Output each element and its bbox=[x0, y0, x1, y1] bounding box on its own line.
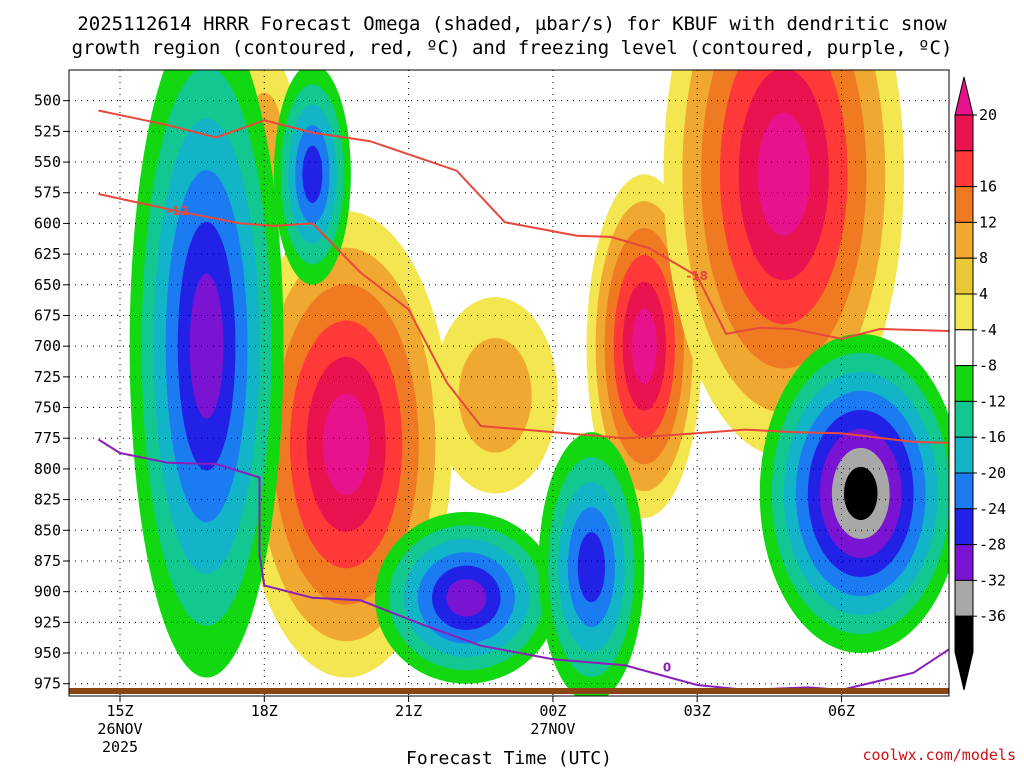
colorbar-bin-7 bbox=[954, 365, 974, 402]
colorbar-label-11: -28 bbox=[979, 536, 1006, 554]
omega-blob-4-level-1 bbox=[458, 337, 532, 453]
plot-frame bbox=[68, 69, 950, 697]
ytick-label-775: 775 bbox=[34, 429, 61, 447]
colorbar-label-6: -8 bbox=[979, 357, 997, 375]
colorbar-bin-14 bbox=[954, 615, 974, 653]
ytick-label-550: 550 bbox=[34, 153, 61, 171]
dgz-contour-1 bbox=[98, 109, 949, 340]
chart-title-line2: growth region (contoured, red, ºC) and f… bbox=[72, 37, 953, 59]
omega-blob-9-level-7 bbox=[843, 466, 878, 521]
omega-blob-8-level-4 bbox=[577, 532, 606, 603]
omega-blob-0-level-5 bbox=[322, 393, 370, 496]
colorbar-label-4: 4 bbox=[979, 285, 988, 303]
ytick-label-625: 625 bbox=[34, 245, 61, 263]
colorbar-label-10: -24 bbox=[979, 500, 1006, 518]
omega-shading bbox=[129, 70, 949, 696]
ground-strip bbox=[69, 688, 949, 694]
ytick-label-825: 825 bbox=[34, 491, 61, 509]
xtick-date-0: 26NOV bbox=[97, 720, 142, 738]
chart-title-line1: 2025112614 HRRR Forecast Omega (shaded, … bbox=[77, 13, 947, 35]
ytick-label-950: 950 bbox=[34, 644, 61, 662]
xtick-year-0: 2025 bbox=[102, 738, 138, 756]
colorbar-bin-5 bbox=[954, 293, 974, 331]
credit-text: coolwx.com/models bbox=[862, 746, 1016, 764]
contour-lines: -12 -18 0 bbox=[97, 109, 949, 691]
ytick-label-975: 975 bbox=[34, 675, 61, 693]
xtick-label-0: 15Z bbox=[106, 702, 133, 720]
colorbar-label-12: -32 bbox=[979, 571, 1006, 589]
colorbar-bottom-arrow bbox=[954, 651, 974, 691]
colorbar-bin-1 bbox=[954, 150, 974, 188]
colorbar-bin-4 bbox=[954, 257, 974, 295]
ytick-label-525: 525 bbox=[34, 122, 61, 140]
colorbar: 20 16 12 8 4 -4 -8 -12 -16 -20 -24 -28 -32 -36 bbox=[954, 76, 1006, 691]
colorbar-top-arrow bbox=[954, 76, 974, 116]
omega-blob-2-level-5 bbox=[757, 112, 811, 237]
ytick-label-850: 850 bbox=[34, 521, 61, 539]
colorbar-bin-11 bbox=[954, 508, 974, 546]
dgz-contour-label-1: -18 bbox=[686, 269, 708, 283]
colorbar-label-5: -4 bbox=[979, 321, 997, 339]
plot-area: -12 -18 0 bbox=[68, 69, 950, 697]
pressure-gridlines bbox=[69, 70, 949, 696]
ytick-label-800: 800 bbox=[34, 460, 61, 478]
colorbar-bin-2 bbox=[954, 186, 974, 223]
ytick-label-500: 500 bbox=[34, 92, 61, 110]
omega-blob-7-level-5 bbox=[446, 579, 487, 617]
colorbar-bin-8 bbox=[954, 400, 974, 438]
ytick-label-700: 700 bbox=[34, 337, 61, 355]
freezing-level-label: 0 bbox=[663, 660, 671, 674]
colorbar-bin-6 bbox=[954, 329, 974, 367]
colorbar-bin-0 bbox=[954, 114, 974, 152]
ytick-label-925: 925 bbox=[34, 613, 61, 631]
freezing-level-contour bbox=[97, 438, 949, 691]
xtick-label-4: 03Z bbox=[684, 702, 711, 720]
omega-blob-6-level-4 bbox=[302, 145, 323, 203]
colorbar-label-7: -12 bbox=[979, 392, 1006, 410]
xtick-date-3: 27NOV bbox=[530, 720, 575, 738]
colorbar-bin-13 bbox=[954, 579, 974, 617]
ytick-label-575: 575 bbox=[34, 184, 61, 202]
ytick-label-675: 675 bbox=[34, 306, 61, 324]
colorbar-label-9: -20 bbox=[979, 464, 1006, 482]
ytick-label-650: 650 bbox=[34, 276, 61, 294]
dgz-contour-label-0: -12 bbox=[167, 204, 189, 218]
ytick-label-725: 725 bbox=[34, 368, 61, 386]
colorbar-bin-12 bbox=[954, 544, 974, 581]
colorbar-label-1: 16 bbox=[979, 178, 997, 196]
y-axis: 500 525 550 575 600 625 650 675 700 725 750 775 800 8… bbox=[34, 92, 69, 693]
ytick-label-750: 750 bbox=[34, 399, 61, 417]
xtick-label-1: 18Z bbox=[251, 702, 278, 720]
omega-blob-1-level-5 bbox=[631, 308, 657, 384]
xtick-label-2: 21Z bbox=[395, 702, 422, 720]
colorbar-bin-9 bbox=[954, 436, 974, 474]
ytick-label-600: 600 bbox=[34, 214, 61, 232]
colorbar-label-8: -16 bbox=[979, 428, 1006, 446]
xtick-label-5: 06Z bbox=[828, 702, 855, 720]
colorbar-label-3: 8 bbox=[979, 249, 988, 267]
dgz-contour-0 bbox=[98, 193, 949, 444]
colorbar-label-2: 12 bbox=[979, 213, 997, 231]
omega-blob-5-level-5 bbox=[189, 273, 224, 419]
colorbar-label-0: 20 bbox=[979, 106, 997, 124]
colorbar-bin-3 bbox=[954, 221, 974, 259]
ytick-label-875: 875 bbox=[34, 552, 61, 570]
colorbar-bin-10 bbox=[954, 472, 974, 510]
xtick-label-3: 00Z bbox=[539, 702, 566, 720]
colorbar-label-13: -36 bbox=[979, 607, 1006, 625]
x-axis-label: Forecast Time (UTC) bbox=[406, 748, 612, 768]
ytick-label-900: 900 bbox=[34, 583, 61, 601]
